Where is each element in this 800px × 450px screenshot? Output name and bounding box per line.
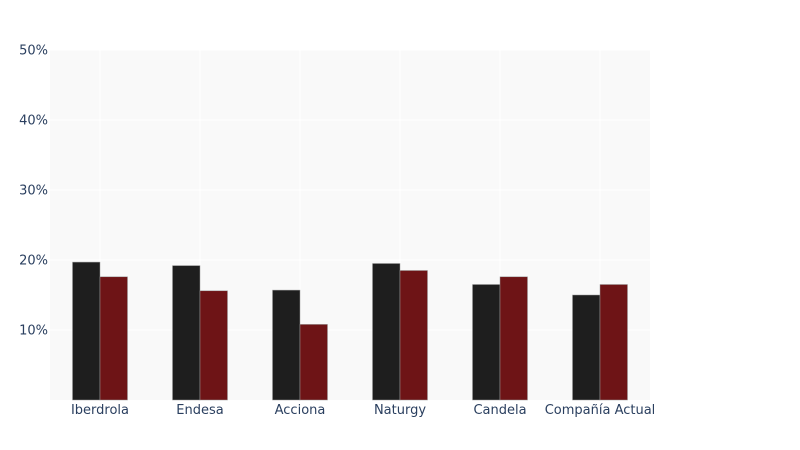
- x-tick-label: Candela: [473, 403, 526, 418]
- bar-series-1: [472, 284, 501, 401]
- bar-series-2: [299, 324, 328, 401]
- y-axis-ticks: 10% 20% 30% 40% 50%: [19, 44, 48, 339]
- x-tick-label: Naturgy: [374, 403, 426, 418]
- x-tick-label: Iberdrola: [71, 403, 129, 418]
- y-tick-label: 20%: [19, 254, 48, 269]
- bar-series-1: [372, 263, 401, 401]
- x-axis-ticks: Iberdrola Endesa Acciona Naturgy Candela Comp…: [71, 403, 655, 418]
- bar-series-2: [499, 276, 528, 401]
- bar-series-1: [272, 289, 301, 401]
- bars: [72, 261, 628, 401]
- y-tick-label: 50%: [19, 44, 48, 59]
- bar-series-2: [399, 270, 428, 401]
- bar-series-1: [172, 265, 201, 401]
- bar-series-1: [72, 261, 101, 401]
- y-tick-label: 40%: [19, 114, 48, 129]
- bar-series-2: [599, 284, 628, 401]
- bar-series-2: [199, 290, 228, 401]
- x-tick-label: Acciona: [275, 403, 326, 418]
- bar-series-2: [99, 276, 128, 401]
- x-tick-label: Endesa: [176, 403, 223, 418]
- plot-background: [50, 50, 650, 400]
- gridlines: [50, 49, 650, 400]
- y-tick-label: 30%: [19, 184, 48, 199]
- x-tick-label: Compañía Actual: [545, 403, 656, 418]
- y-tick-label: 10%: [19, 324, 48, 339]
- bar-series-1: [572, 294, 601, 401]
